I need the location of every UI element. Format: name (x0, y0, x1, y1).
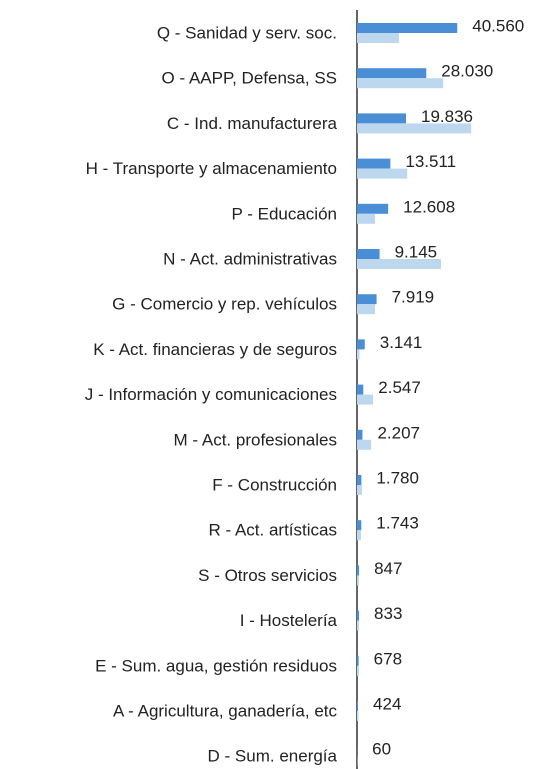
bar (357, 711, 359, 721)
category-label: A - Agricultura, ganadería, etc (113, 701, 337, 720)
category-label: G - Comercio y rep. vehículos (112, 295, 337, 314)
bar (357, 23, 458, 33)
value-label: 833 (374, 604, 402, 623)
category-label: D - Sum. energía (208, 747, 338, 766)
bar (357, 339, 365, 350)
bar (357, 530, 361, 541)
bar (357, 394, 374, 405)
category-label: M - Act. profesionales (174, 430, 337, 449)
bar (357, 158, 391, 169)
category-label: E - Sum. agua, gestión residuos (95, 656, 337, 675)
category-label: P - Educación (231, 204, 337, 223)
bar (357, 665, 359, 676)
category-label: J - Información y comunicaciones (85, 385, 337, 404)
bar (357, 565, 360, 576)
bar (357, 655, 359, 666)
category-label: I - Hostelería (240, 611, 338, 630)
bar (357, 384, 364, 395)
bar (357, 610, 360, 621)
bar (357, 123, 472, 134)
bar (357, 304, 376, 315)
bar (357, 259, 442, 269)
value-label: 19.836 (421, 107, 473, 126)
value-label: 847 (374, 559, 402, 578)
value-label: 678 (374, 649, 402, 668)
bar (357, 33, 400, 43)
bar (357, 68, 427, 79)
bar (357, 485, 362, 495)
bar (357, 168, 408, 179)
value-label: 9.145 (395, 242, 438, 261)
bar (357, 294, 377, 305)
value-label: 3.141 (380, 333, 423, 352)
category-label: F - Construcción (212, 475, 337, 494)
bar (357, 213, 376, 224)
bar (357, 429, 363, 440)
bar (357, 439, 372, 450)
category-label: S - Otros servicios (198, 566, 337, 585)
category-label: K - Act. financieras y de seguros (93, 340, 337, 359)
value-label: 28.030 (441, 62, 493, 81)
bar (357, 349, 360, 360)
value-label: 424 (373, 694, 401, 713)
category-label: Q - Sanidad y serv. soc. (157, 23, 337, 42)
category-label: C - Ind. manufacturera (167, 114, 338, 133)
category-label: N - Act. administrativas (163, 249, 337, 268)
bar (357, 249, 380, 259)
bar (357, 520, 362, 531)
bar (357, 701, 359, 711)
value-label: 60 (372, 740, 391, 759)
value-label: 2.207 (377, 423, 420, 442)
value-label: 40.560 (472, 16, 524, 35)
bar (357, 475, 362, 485)
bar (357, 620, 359, 631)
bar (357, 113, 407, 124)
bar (357, 78, 444, 89)
bar (357, 203, 389, 214)
value-label: 1.780 (376, 468, 419, 487)
category-label: H - Transporte y almacenamiento (86, 159, 337, 178)
bar (357, 575, 359, 586)
value-label: 12.608 (403, 197, 455, 216)
category-label: R - Act. artísticas (209, 521, 337, 540)
value-label: 1.743 (376, 514, 419, 533)
value-label: 13.511 (405, 152, 456, 171)
value-label: 2.547 (378, 378, 421, 397)
category-label: O - AAPP, Defensa, SS (162, 69, 337, 88)
value-label: 7.919 (392, 288, 435, 307)
